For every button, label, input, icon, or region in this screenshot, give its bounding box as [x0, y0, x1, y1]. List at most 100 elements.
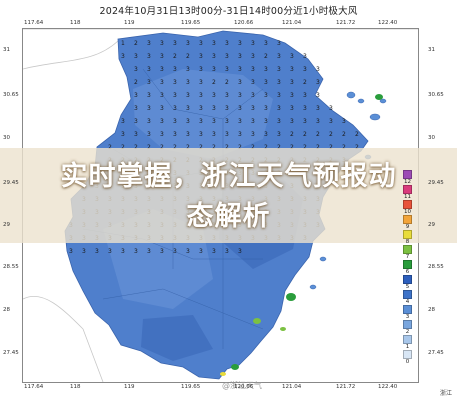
station-value: 2 [199, 144, 203, 151]
station-value: 3 [134, 131, 138, 138]
station-value: 3 [121, 248, 125, 255]
station-value: 2 [277, 144, 281, 151]
article-title-line-2: 态解析 [186, 201, 271, 232]
lon-label-top: 120.66 [234, 20, 254, 26]
station-value: 3 [251, 40, 255, 47]
station-value: 3 [134, 248, 138, 255]
station-value: 3 [199, 92, 203, 99]
station-value: 3 [173, 131, 177, 138]
lon-label-top: 119.65 [181, 20, 201, 26]
legend-level-label: 7 [405, 254, 410, 260]
station-value: 3 [277, 53, 281, 60]
station-value: 2 [316, 131, 320, 138]
legend-swatch [403, 170, 412, 179]
lat-label-right: 29.45 [428, 180, 444, 186]
legend-swatch [403, 335, 412, 344]
station-value: 2 [329, 131, 333, 138]
station-value: 3 [277, 92, 281, 99]
station-value: 3 [199, 131, 203, 138]
legend-swatch [403, 290, 412, 299]
station-value: 3 [160, 92, 164, 99]
legend-swatch [403, 305, 412, 314]
station-value: 3 [225, 92, 229, 99]
station-value: 3 [264, 105, 268, 112]
station-value: 3 [147, 118, 151, 125]
legend-level-label: 0 [405, 359, 410, 365]
lat-label-left: 31 [3, 47, 10, 53]
station-value: 3 [160, 66, 164, 73]
station-value: 3 [186, 131, 190, 138]
station-value: 2 [173, 144, 177, 151]
station-value: 2 [264, 53, 268, 60]
station-value: 2 [121, 144, 125, 151]
lat-label-right: 28 [428, 307, 435, 313]
lon-label-bottom: 117.64 [24, 384, 44, 390]
station-value: 2 [225, 79, 229, 86]
lon-label-top: 119 [124, 20, 135, 26]
station-value: 3 [147, 92, 151, 99]
station-value: 2 [160, 144, 164, 151]
lat-label-left: 29.45 [3, 180, 19, 186]
station-value: 3 [238, 79, 242, 86]
high-wind-spots [220, 94, 383, 376]
legend-swatch [403, 260, 412, 269]
station-value: 3 [303, 105, 307, 112]
station-value: 3 [238, 118, 242, 125]
legend-swatch [403, 320, 412, 329]
station-value: 3 [290, 105, 294, 112]
station-value: 2 [238, 144, 242, 151]
station-value: 3 [199, 40, 203, 47]
lat-label-left: 27.45 [3, 350, 19, 356]
station-value: 3 [160, 248, 164, 255]
station-value: 2 [290, 131, 294, 138]
station-value: 3 [69, 248, 73, 255]
station-value: 2 [212, 79, 216, 86]
station-value: 3 [160, 131, 164, 138]
station-value: 3 [212, 131, 216, 138]
station-value: 3 [147, 53, 151, 60]
station-value: 3 [225, 118, 229, 125]
station-value: 3 [277, 40, 281, 47]
station-value: 2 [316, 144, 320, 151]
station-value: 3 [251, 92, 255, 99]
legend-level-label: 4 [405, 299, 410, 305]
lon-label-bottom: 118 [70, 384, 81, 390]
station-value: 3 [134, 66, 138, 73]
station-value: 3 [186, 118, 190, 125]
station-value: 2 [186, 144, 190, 151]
legend-swatch [403, 215, 412, 224]
station-value: 3 [160, 79, 164, 86]
lon-label-bottom: 122.40 [378, 384, 398, 390]
station-value: 3 [225, 248, 229, 255]
station-value: 2 [329, 144, 333, 151]
station-value: 3 [251, 131, 255, 138]
station-value: 3 [238, 53, 242, 60]
station-value: 3 [290, 53, 294, 60]
station-value: 2 [303, 144, 307, 151]
station-value: 2 [186, 53, 190, 60]
station-value: 2 [134, 144, 138, 151]
station-value: 2 [134, 79, 138, 86]
station-value: 3 [316, 118, 320, 125]
station-value: 2 [212, 144, 216, 151]
station-value: 3 [238, 66, 242, 73]
lat-label-right: 30 [428, 135, 435, 141]
station-value: 3 [199, 66, 203, 73]
station-value: 3 [186, 79, 190, 86]
legend-swatch [403, 230, 412, 239]
station-value: 3 [173, 118, 177, 125]
station-value: 3 [173, 79, 177, 86]
station-value: 2 [290, 144, 294, 151]
legend-level-label: 12 [404, 179, 411, 185]
lat-label-right: 27.45 [428, 350, 444, 356]
station-value: 3 [173, 248, 177, 255]
station-value: 3 [147, 79, 151, 86]
station-value: 3 [342, 118, 346, 125]
station-value: 3 [225, 66, 229, 73]
station-value: 3 [264, 40, 268, 47]
legend-level-label: 9 [405, 224, 410, 230]
article-title: 实时掌握，浙江天气预报动 态解析 [0, 157, 457, 237]
station-value: 3 [264, 118, 268, 125]
station-value: 3 [199, 105, 203, 112]
station-value: 2 [134, 40, 138, 47]
